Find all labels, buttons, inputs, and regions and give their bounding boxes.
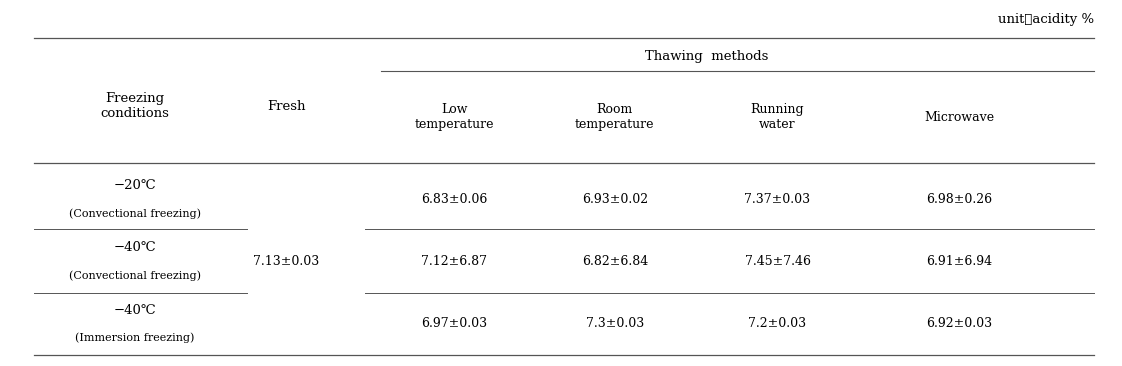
Text: Low
temperature: Low temperature xyxy=(415,103,494,131)
Text: 6.97±0.03: 6.97±0.03 xyxy=(422,317,487,330)
Text: 7.45±7.46: 7.45±7.46 xyxy=(745,255,810,268)
Text: Fresh: Fresh xyxy=(267,100,305,113)
Text: Freezing
conditions: Freezing conditions xyxy=(100,92,169,120)
Text: −40℃: −40℃ xyxy=(113,241,156,254)
Text: Running
water: Running water xyxy=(751,103,804,131)
Text: −40℃: −40℃ xyxy=(113,303,156,317)
Text: 7.13±0.03: 7.13±0.03 xyxy=(252,255,320,268)
Text: 6.92±0.03: 6.92±0.03 xyxy=(927,317,992,330)
Text: −20℃: −20℃ xyxy=(113,179,156,192)
Text: (Convectional freezing): (Convectional freezing) xyxy=(68,208,201,219)
Text: 6.93±0.02: 6.93±0.02 xyxy=(582,193,647,206)
Text: 6.98±0.26: 6.98±0.26 xyxy=(927,193,992,206)
Text: (Immersion freezing): (Immersion freezing) xyxy=(75,333,194,343)
Text: Room
temperature: Room temperature xyxy=(576,103,654,131)
Text: 7.3±0.03: 7.3±0.03 xyxy=(586,317,644,330)
Text: 7.2±0.03: 7.2±0.03 xyxy=(748,317,807,330)
Text: unit：acidity %: unit：acidity % xyxy=(997,13,1094,26)
Text: 6.83±0.06: 6.83±0.06 xyxy=(421,193,488,206)
Text: Thawing  methods: Thawing methods xyxy=(645,50,769,63)
Text: 7.12±6.87: 7.12±6.87 xyxy=(422,255,487,268)
Text: Microwave: Microwave xyxy=(925,111,994,124)
Text: 6.91±6.94: 6.91±6.94 xyxy=(927,255,992,268)
Text: 7.37±0.03: 7.37±0.03 xyxy=(745,193,810,206)
Text: (Convectional freezing): (Convectional freezing) xyxy=(68,270,201,281)
Text: 6.82±6.84: 6.82±6.84 xyxy=(581,255,649,268)
